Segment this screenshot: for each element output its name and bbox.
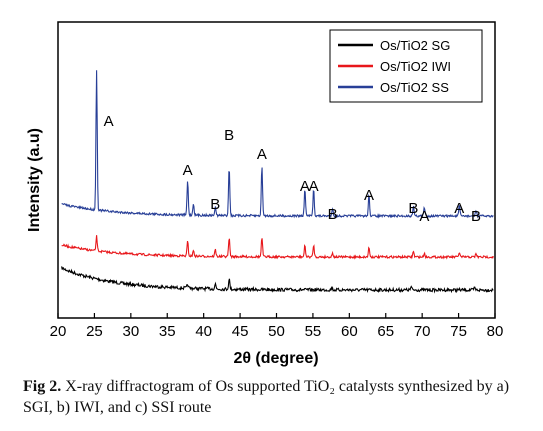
peak-label: A [183,162,193,179]
x-tick-label: 75 [450,323,467,340]
peak-label: A [454,200,464,217]
x-tick-label: 40 [195,323,212,340]
peak-label: B [471,208,481,225]
y-axis-title: Intensity (a.u) [26,128,43,232]
legend-label: Os/TiO2 SG [380,38,450,53]
series-line-1 [61,266,494,294]
series-layer [61,70,494,294]
caption-text: X-ray diffractogram of Os supported TiO₂… [23,378,510,416]
series-line-2 [61,235,494,260]
x-tick-label: 35 [159,323,176,340]
peak-label: A [300,178,310,195]
peak-label: A [104,113,114,130]
peak-label: B [210,196,220,213]
legend: Os/TiO2 SG Os/TiO2 IWI Os/TiO2 SS [329,29,483,103]
axis-ticks: 20 25 30 35 40 45 50 55 60 65 70 75 80 [50,313,504,340]
x-tick-label: 80 [487,323,504,340]
peak-label: B [224,127,234,144]
x-tick-label: 25 [86,323,103,340]
peak-label: A [309,178,319,195]
x-tick-label: 50 [268,323,285,340]
figure-caption: Fig 2. X-ray diffractogram of Os support… [23,376,538,418]
legend-label: Os/TiO2 SS [380,80,449,95]
peak-label: A [419,208,429,225]
x-tick-label: 60 [341,323,358,340]
peak-label: A [364,187,374,204]
peak-label: B [328,206,338,223]
x-tick-label: 30 [122,323,139,340]
x-tick-label: 70 [414,323,431,340]
x-tick-label: 65 [377,323,394,340]
x-axis-title: 2θ (degree) [233,350,318,367]
peak-label: A [257,146,267,163]
peak-label: B [408,200,418,217]
legend-label: Os/TiO2 IWI [380,59,451,74]
x-tick-label: 20 [50,323,67,340]
caption-label: Fig 2. [23,378,62,395]
x-tick-label: 55 [305,323,322,340]
x-tick-label: 45 [232,323,249,340]
series-line-3 [61,70,494,219]
